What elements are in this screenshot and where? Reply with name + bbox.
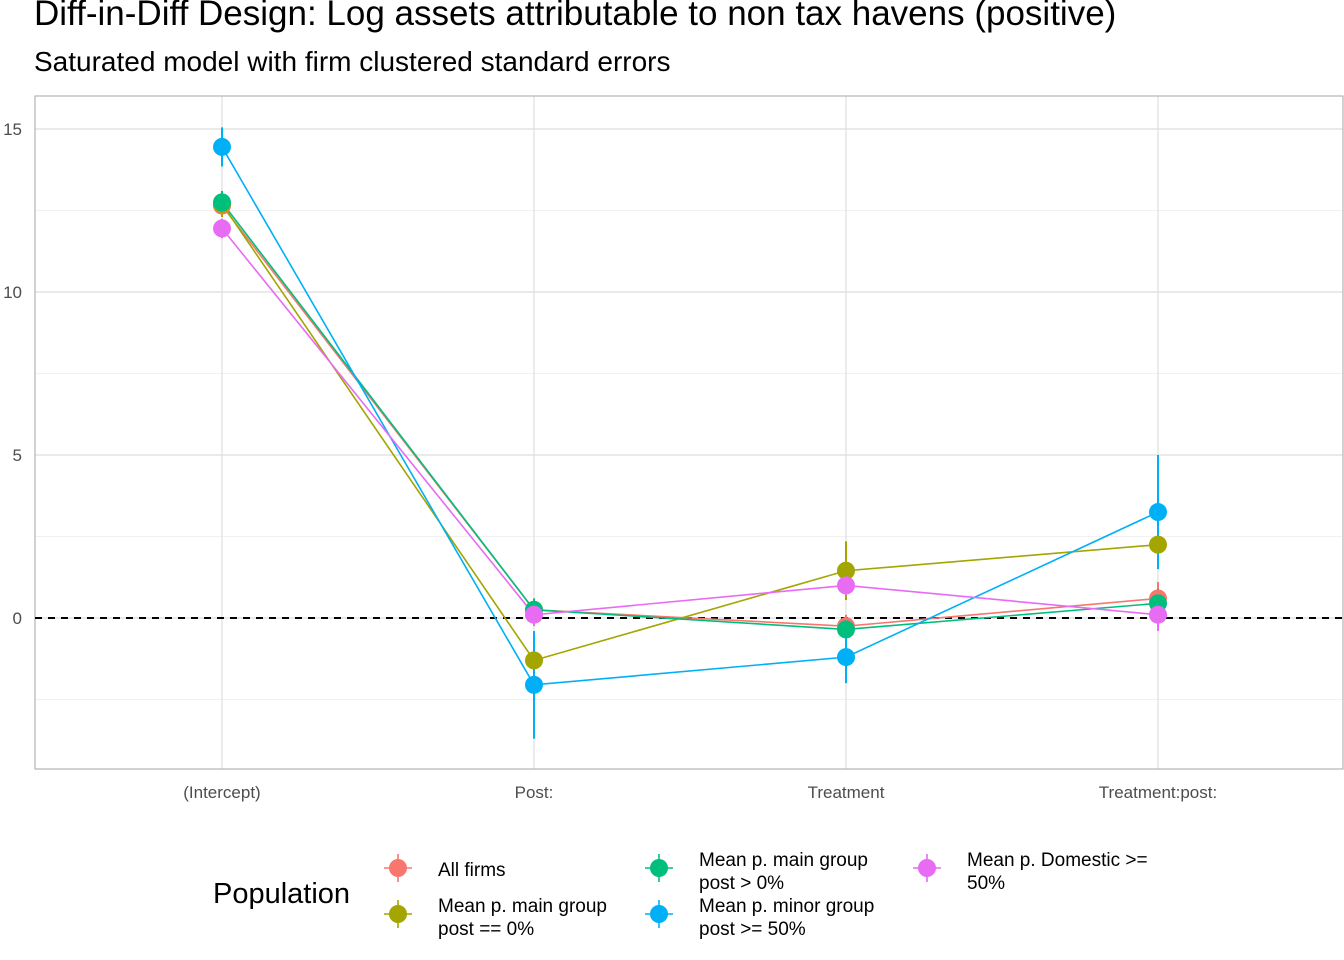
series-line-3 [221, 146, 1159, 686]
y-tick-label: 10 [3, 283, 22, 302]
series-line-1 [221, 203, 1159, 662]
data-point [213, 219, 231, 238]
points [213, 137, 1167, 694]
data-point [525, 605, 543, 624]
legend-key-point [650, 905, 668, 923]
data-point [837, 576, 855, 595]
legend-label: post > 0% [699, 873, 784, 894]
data-point [1149, 535, 1167, 554]
data-point [525, 651, 543, 670]
data-point [837, 620, 855, 639]
x-tick-label: (Intercept) [183, 783, 260, 802]
legend-label: 50% [967, 873, 1005, 894]
data-point [213, 193, 231, 212]
legend-title: Population [213, 878, 350, 910]
series-lines [221, 146, 1159, 686]
legend-label: post == 0% [438, 919, 534, 940]
minor-gridlines [35, 210, 1343, 700]
series-line-2 [221, 201, 1159, 631]
y-tick-label: 15 [3, 120, 22, 139]
legend-label: All firms [438, 860, 506, 881]
data-point [525, 675, 543, 694]
legend-label: Mean p. main group [438, 896, 607, 917]
major-gridlines [35, 96, 1343, 769]
data-point [213, 137, 231, 156]
legend-key-point [389, 859, 407, 877]
error-bars [221, 127, 1159, 739]
x-tick-label: Treatment [808, 783, 885, 802]
chart-subtitle: Saturated model with firm clustered stan… [34, 46, 671, 77]
legend-label: Mean p. Domestic >= [967, 850, 1148, 871]
legend-label: post >= 50% [699, 919, 806, 940]
y-tick-labels: 0 5 10 15 [3, 120, 22, 628]
x-tick-label: Post: [515, 783, 554, 802]
legend-key-point [918, 859, 936, 877]
panel-border [34, 95, 1344, 770]
data-point [837, 561, 855, 580]
data-point [837, 648, 855, 667]
series-line-0 [221, 205, 1159, 627]
legend-label: Mean p. main group [699, 850, 868, 871]
x-tick-label: Treatment:post: [1099, 783, 1217, 802]
legend-label: Mean p. minor group [699, 896, 874, 917]
chart-title: Diff-in-Diff Design: Log assets attribut… [34, 0, 1117, 33]
y-tick-label: 0 [13, 609, 22, 628]
data-point [1149, 605, 1167, 624]
legend-key-point [389, 905, 407, 923]
series-line-4 [221, 227, 1159, 616]
data-point [1149, 503, 1167, 522]
legend-key-point [650, 859, 668, 877]
x-tick-labels: (Intercept) Post: Treatment Treatment:post: [183, 783, 1217, 802]
y-tick-label: 5 [13, 446, 22, 465]
